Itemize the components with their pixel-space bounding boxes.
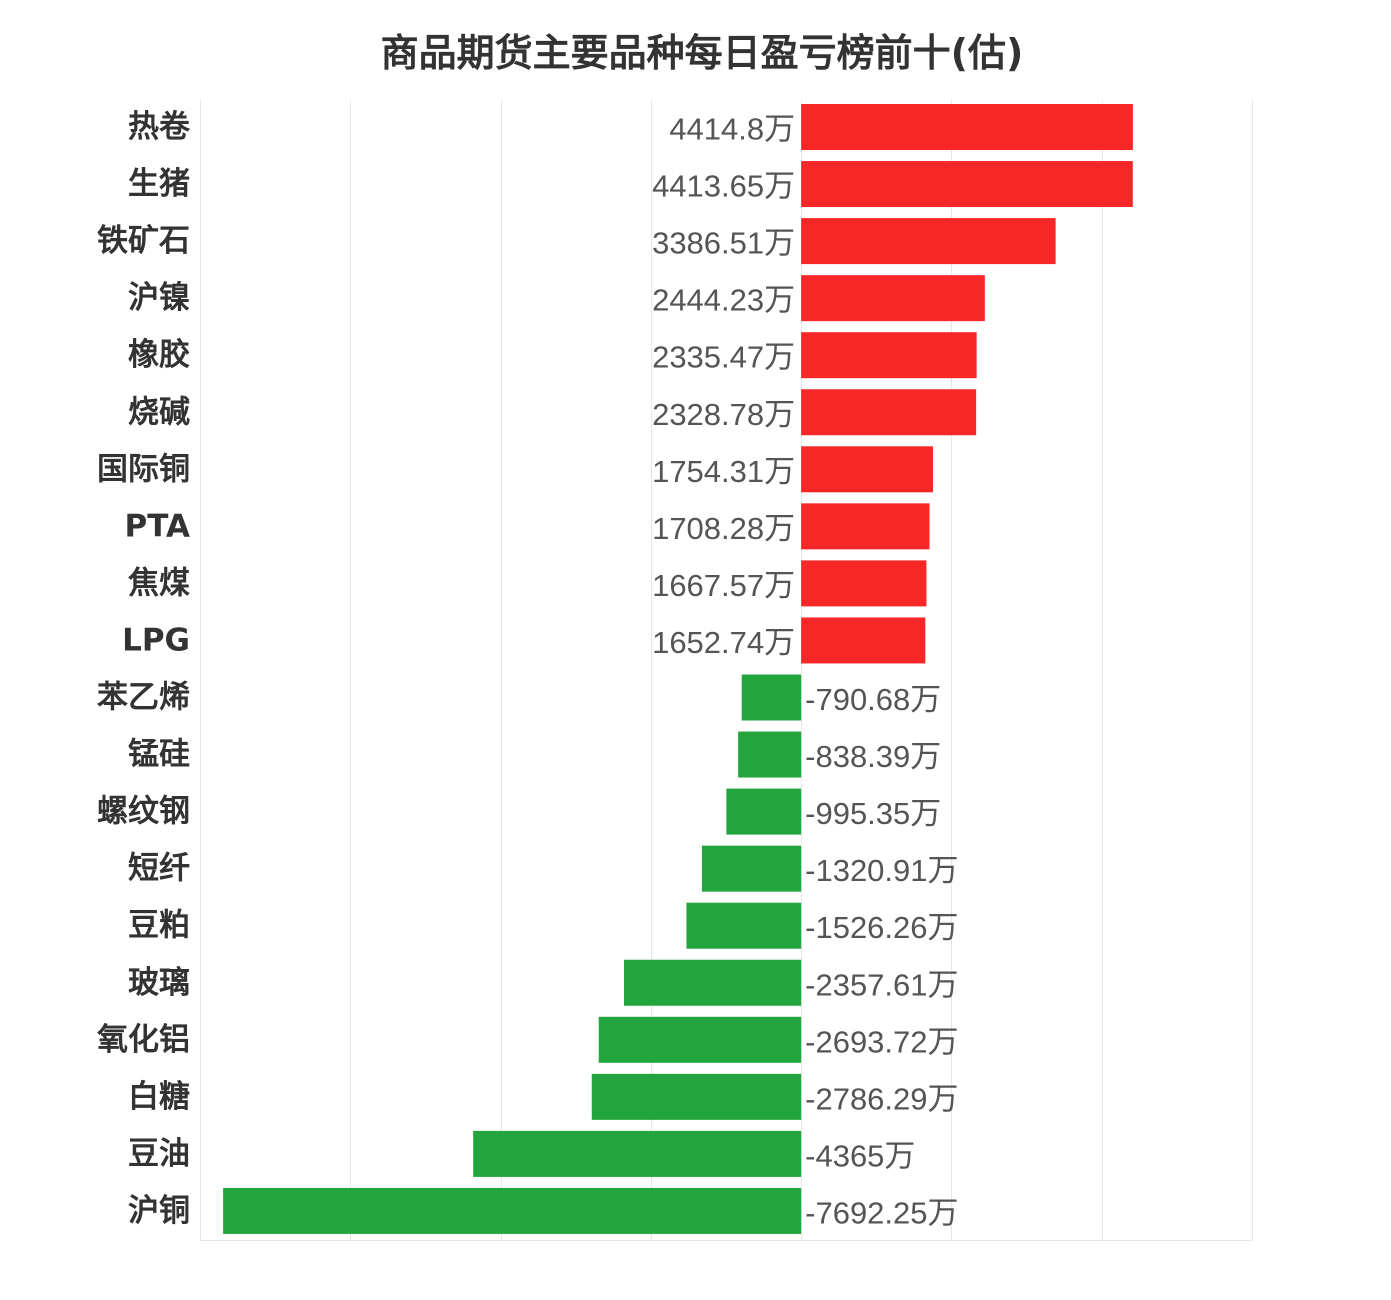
value-label: -7692.25万 bbox=[805, 1195, 958, 1230]
bar bbox=[801, 104, 1133, 150]
value-label: -995.35万 bbox=[805, 796, 941, 831]
bar bbox=[801, 332, 977, 379]
bar bbox=[801, 161, 1133, 208]
category-label: 沪镍 bbox=[128, 280, 190, 316]
value-label: -1526.26万 bbox=[805, 910, 958, 945]
value-label: 3386.51万 bbox=[652, 226, 795, 261]
value-label: 4413.65万 bbox=[652, 169, 795, 204]
bar bbox=[738, 731, 802, 778]
category-label: 玻璃 bbox=[128, 965, 190, 1001]
category-label: 热卷 bbox=[128, 109, 191, 145]
bars bbox=[223, 104, 1133, 1234]
value-label: -2693.72万 bbox=[805, 1024, 958, 1059]
value-label: 1652.74万 bbox=[652, 625, 795, 660]
category-label: 豆油 bbox=[128, 1136, 190, 1172]
chart-title: 商品期货主要品种每日盈亏榜前十(估) bbox=[380, 31, 1024, 75]
category-label: 氧化铝 bbox=[97, 1022, 190, 1058]
bar bbox=[591, 1073, 802, 1120]
category-label: 烧碱 bbox=[128, 394, 190, 430]
value-label: -2357.61万 bbox=[805, 967, 958, 1002]
bar bbox=[473, 1130, 802, 1177]
value-label: -790.68万 bbox=[805, 682, 941, 717]
value-label: 1754.31万 bbox=[652, 454, 795, 489]
value-label: 2328.78万 bbox=[652, 397, 795, 432]
category-label: 国际铜 bbox=[97, 451, 190, 487]
grid-lines bbox=[200, 100, 1253, 1241]
value-label: -4365万 bbox=[805, 1138, 915, 1173]
category-label: 沪铜 bbox=[128, 1193, 190, 1229]
value-label: -2786.29万 bbox=[805, 1081, 958, 1116]
category-label: 螺纹钢 bbox=[97, 794, 190, 830]
value-label: -1320.91万 bbox=[805, 853, 958, 888]
bar bbox=[726, 788, 802, 835]
bar bbox=[223, 1187, 802, 1234]
bar bbox=[801, 617, 926, 664]
bar bbox=[801, 560, 927, 607]
category-label: 锰硅 bbox=[128, 737, 190, 773]
category-label: 生猪 bbox=[128, 166, 190, 202]
value-label: 1708.28万 bbox=[652, 511, 795, 546]
bar bbox=[701, 845, 802, 892]
value-label: 2335.47万 bbox=[652, 340, 795, 375]
bar bbox=[801, 218, 1056, 265]
category-label: 橡胶 bbox=[128, 337, 190, 373]
bar bbox=[686, 902, 802, 949]
bar bbox=[801, 503, 930, 550]
category-label: 白糖 bbox=[128, 1079, 190, 1115]
bar bbox=[741, 674, 802, 721]
category-label: LPG bbox=[122, 622, 190, 658]
bar bbox=[801, 275, 985, 322]
category-label: PTA bbox=[125, 508, 190, 544]
bar bbox=[801, 389, 977, 436]
category-label: 苯乙烯 bbox=[97, 680, 190, 716]
value-label: 1667.57万 bbox=[652, 568, 795, 603]
bar bbox=[623, 959, 802, 1006]
value-label: 4414.8万 bbox=[669, 112, 795, 147]
value-label: -838.39万 bbox=[805, 739, 941, 774]
value-label: 2444.23万 bbox=[652, 283, 795, 318]
category-label: 铁矿石 bbox=[97, 223, 190, 259]
category-label: 焦煤 bbox=[128, 565, 190, 601]
bar bbox=[801, 446, 933, 493]
category-label: 豆粕 bbox=[128, 908, 190, 944]
bar bbox=[598, 1016, 802, 1063]
category-label: 短纤 bbox=[128, 851, 190, 887]
